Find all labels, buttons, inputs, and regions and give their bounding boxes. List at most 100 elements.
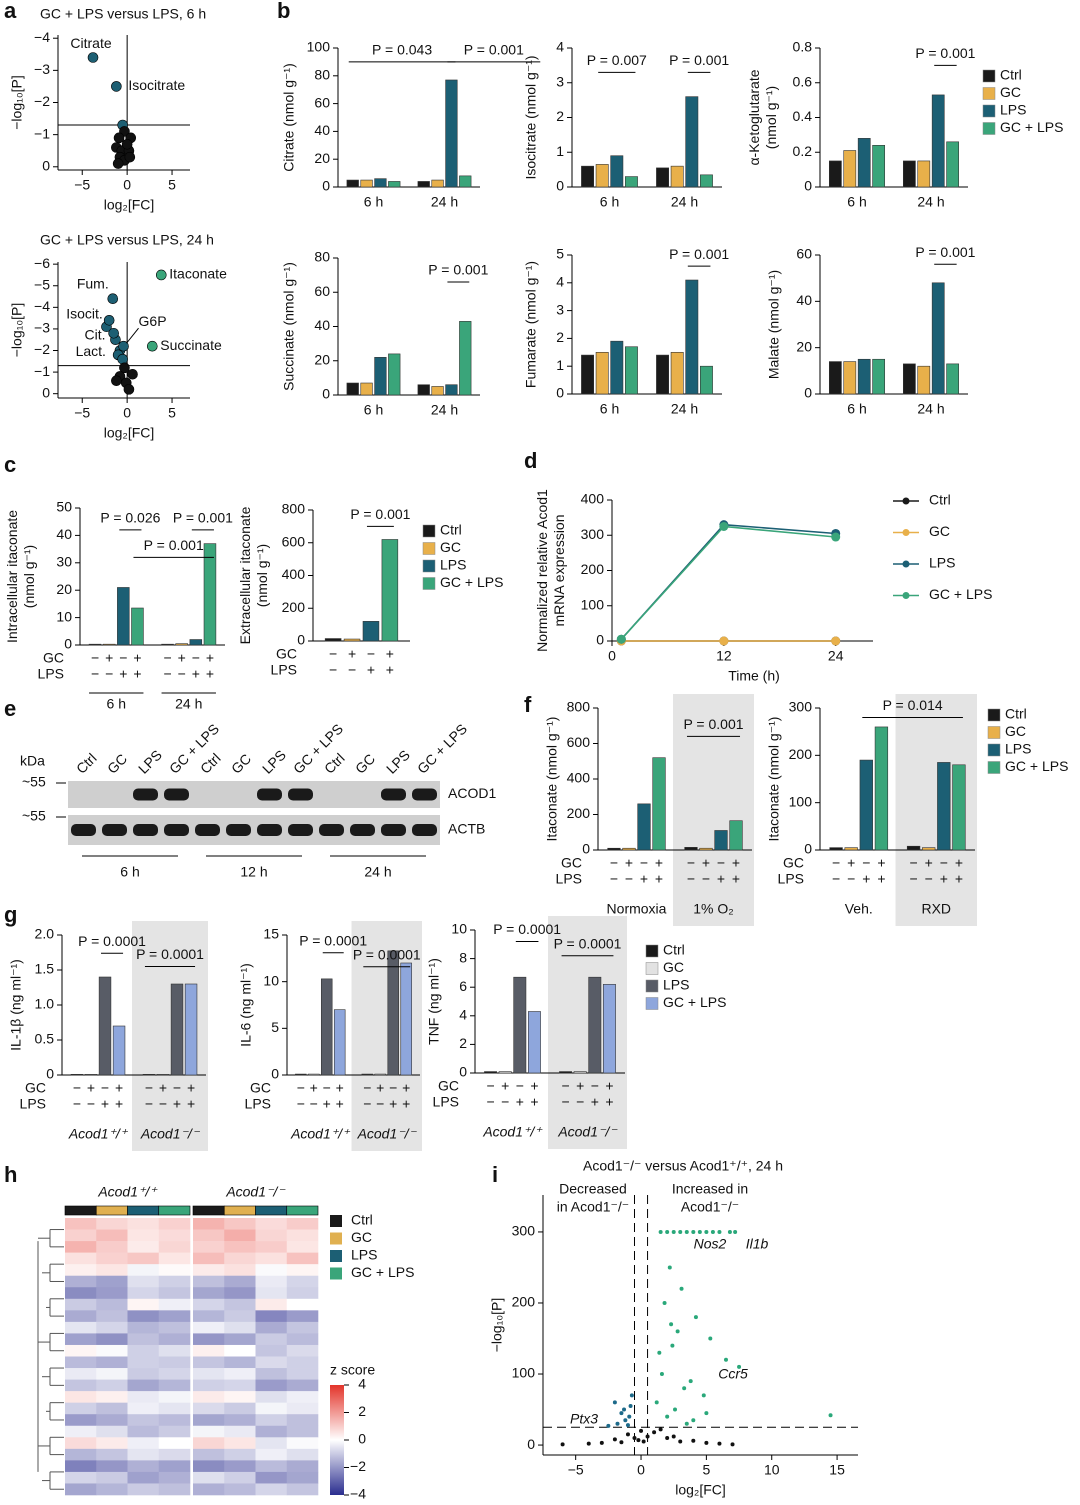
y-tick-label: 3 — [556, 73, 564, 89]
point — [113, 132, 125, 144]
y-tick-label: 2.0 — [35, 926, 55, 942]
y-axis-label: (nmol g⁻¹) — [763, 86, 779, 149]
y-axis-label: Intracellular itaconate — [4, 510, 20, 643]
heatmap-cell — [286, 1229, 319, 1242]
point — [691, 1418, 696, 1423]
bar — [295, 1073, 307, 1076]
condition-sign: + — [192, 666, 200, 682]
p-value: P = 0.001 — [915, 45, 975, 61]
y-axis-label: Itaconate (nmol g⁻¹) — [544, 717, 560, 842]
point — [678, 1439, 683, 1444]
condition-label: LPS — [38, 666, 64, 682]
condition-sign: + — [625, 855, 633, 871]
point — [678, 1229, 683, 1234]
bar — [70, 1074, 84, 1076]
heatmap-cell — [158, 1218, 191, 1230]
heatmap-cell — [96, 1218, 128, 1230]
heatmap-cell — [286, 1241, 319, 1253]
heatmap-cell — [224, 1321, 256, 1334]
heatmap-cell — [255, 1379, 288, 1392]
condition-sign: + — [402, 1080, 410, 1096]
heatmap-cell — [158, 1229, 191, 1242]
heatmap-cell — [286, 1356, 319, 1369]
x-category-label: Acod1⁻/⁻ — [140, 1126, 201, 1142]
heatmap-cell — [65, 1448, 97, 1461]
p-value: P = 0.0001 — [493, 921, 561, 937]
y-axis-label: Itaconate (nmol g⁻¹) — [766, 717, 782, 842]
heatmap-cell — [96, 1356, 128, 1369]
point-label: Fum. — [77, 275, 109, 291]
p-value: P = 0.001 — [464, 42, 524, 58]
heatmap-cell — [224, 1460, 256, 1473]
heatmap-cell — [286, 1344, 319, 1357]
y-tick-label: 4 — [556, 39, 564, 55]
point — [606, 1423, 611, 1428]
point — [727, 1229, 732, 1234]
bar — [699, 365, 713, 395]
point — [708, 1336, 713, 1341]
heatmap-cell — [286, 1321, 319, 1334]
bar — [388, 353, 401, 396]
condition-sign: + — [310, 1080, 318, 1096]
condition-sign: − — [329, 662, 337, 678]
heatmap-cell — [193, 1483, 225, 1496]
timepoint-label: 6 h — [120, 864, 139, 880]
heatmap-cell — [96, 1391, 128, 1403]
bar — [581, 165, 595, 188]
heatmap-cell — [127, 1252, 160, 1265]
point — [658, 1229, 663, 1234]
x-category-label: 24 h — [431, 402, 458, 418]
sample-group-strip — [192, 1205, 225, 1216]
point — [684, 1229, 689, 1234]
point — [831, 532, 841, 542]
y-tick-label: 0 — [297, 632, 305, 648]
heatmap-cell — [255, 1298, 288, 1311]
condition-sign: + — [206, 650, 214, 666]
x-category-label: 6 h — [364, 194, 383, 210]
heatmap-cell — [255, 1252, 288, 1265]
x-tick-label: 0 — [608, 648, 616, 664]
heatmap-cell — [65, 1471, 97, 1484]
condition-label: LPS — [556, 871, 582, 887]
legend-marker — [902, 592, 910, 599]
y-tick-label: 0 — [322, 178, 330, 194]
heatmap-cell — [127, 1321, 160, 1334]
heatmap-cell — [127, 1448, 160, 1461]
condition-sign: + — [702, 855, 710, 871]
y-axis-label: −log₁₀[P] — [9, 75, 25, 130]
p-value: P = 0.0001 — [299, 932, 367, 948]
y-axis-label: Normalized relative Acod1 — [534, 489, 550, 652]
bar — [360, 179, 373, 188]
y-tick-label: 100 — [307, 39, 331, 55]
legend-label: GC — [351, 1229, 372, 1245]
heatmap-cell — [255, 1344, 288, 1357]
bar — [699, 847, 713, 851]
legend-label: Ctrl — [1005, 706, 1027, 722]
p-value: P = 0.026 — [100, 510, 160, 526]
heatmap-cell — [96, 1264, 128, 1277]
heatmap-cell — [65, 1264, 97, 1277]
heatmap-cell — [65, 1414, 97, 1427]
condition-sign: − — [297, 1080, 305, 1096]
condition-sign: + — [516, 1094, 524, 1110]
condition-sign: − — [832, 871, 840, 887]
bar — [170, 983, 184, 1076]
annotation: in Acod1⁻/⁻ — [557, 1199, 629, 1215]
heatmap-cell — [255, 1287, 288, 1300]
heatmap-cell — [65, 1460, 97, 1473]
point — [87, 52, 99, 63]
heatmap-cell — [193, 1321, 225, 1334]
legend-swatch — [330, 1215, 342, 1227]
p-value: P = 0.007 — [587, 52, 647, 68]
point — [627, 1414, 632, 1419]
point — [665, 1435, 670, 1440]
legend-swatch — [330, 1250, 342, 1262]
condition-sign: + — [323, 1096, 331, 1112]
x-axis-label: log₂[FC] — [104, 425, 155, 441]
colorbar-tick-label: 2 — [358, 1403, 366, 1419]
condition-sign: − — [73, 1080, 81, 1096]
condition-sign: − — [687, 871, 695, 887]
x-category-label: 6 h — [364, 402, 383, 418]
bar — [656, 354, 670, 395]
heatmap-cell — [286, 1333, 319, 1346]
